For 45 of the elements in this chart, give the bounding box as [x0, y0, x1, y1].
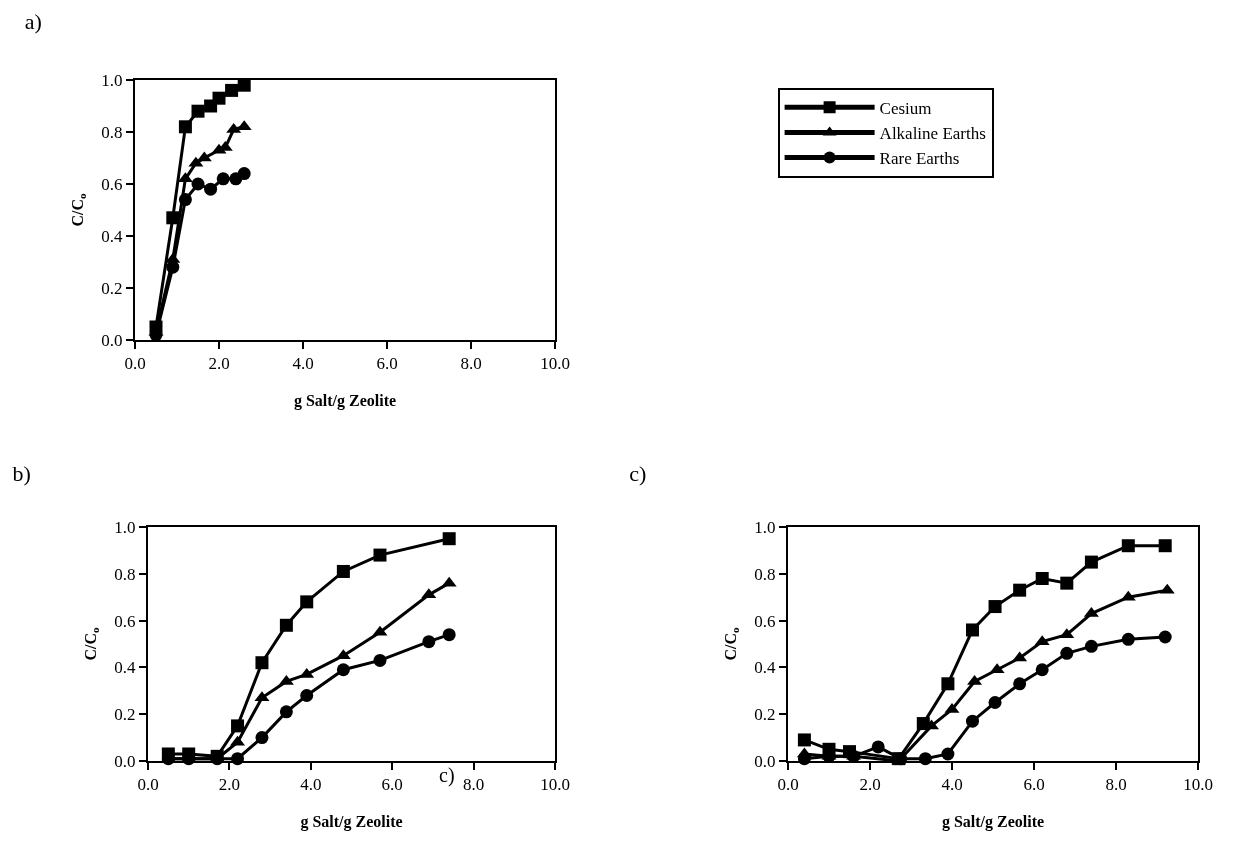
- x-tick-label: 10.0: [1183, 775, 1213, 795]
- y-tick-label: 0.8: [114, 564, 136, 584]
- y-tick-label: 0.0: [101, 330, 123, 350]
- y-tick-label: 1.0: [114, 517, 136, 537]
- x-tick-label: 6.0: [376, 354, 398, 374]
- x-tick-label: 4.0: [300, 775, 322, 795]
- chart-title: c): [629, 460, 647, 486]
- x-axis-title: g Salt/g Zeolite: [293, 391, 397, 410]
- x-tick-label: 2.0: [859, 775, 881, 795]
- y-tick-label: 0.6: [101, 174, 123, 194]
- y-tick-label: 1.0: [754, 517, 776, 537]
- x-tick-label: 2.0: [218, 775, 241, 795]
- x-tick-label: 8.0: [462, 775, 485, 795]
- x-axis-title: g Salt/g Zeolite: [300, 812, 403, 831]
- x-tick-label: 8.0: [460, 354, 482, 374]
- y-tick-label: 0.2: [114, 705, 136, 725]
- y-tick-label: 0.2: [101, 278, 123, 298]
- x-tick-label: 6.0: [1023, 775, 1045, 795]
- x-tick-label: 4.0: [941, 775, 963, 795]
- text: c): [439, 764, 455, 787]
- y-tick-label: 0.6: [114, 611, 136, 631]
- y-tick-label: 0.4: [754, 658, 777, 678]
- x-tick-label: 6.0: [381, 775, 403, 795]
- x-tick-label: 10.0: [540, 775, 570, 795]
- x-tick-label: 8.0: [1105, 775, 1127, 795]
- y-tick-label: 0.4: [114, 658, 137, 678]
- y-tick-label: 1.0: [101, 70, 123, 90]
- y-tick-label: 0.0: [114, 751, 136, 771]
- y-tick-label: 0.4: [101, 226, 124, 246]
- y-tick-label: 0.8: [101, 122, 123, 142]
- x-axis-title: g Salt/g Zeolite: [941, 812, 1045, 831]
- x-tick-label: 2.0: [208, 354, 230, 374]
- y-tick-label: 0.6: [754, 611, 776, 631]
- x-tick-label: 0.0: [777, 775, 799, 795]
- x-tick-label: 4.0: [292, 354, 314, 374]
- x-tick-label: 0.0: [137, 775, 159, 795]
- y-tick-label: 0.0: [754, 751, 776, 771]
- y-tick-label: 0.8: [754, 564, 776, 584]
- text: Rare Earths: [879, 149, 960, 169]
- chart-title: a): [24, 8, 42, 34]
- y-tick-label: 0.2: [754, 705, 776, 725]
- x-tick-label: 10.0: [540, 354, 570, 374]
- text: Alkaline Earths: [879, 124, 986, 144]
- text: Cesium: [879, 98, 932, 118]
- chart-title: b): [12, 460, 31, 486]
